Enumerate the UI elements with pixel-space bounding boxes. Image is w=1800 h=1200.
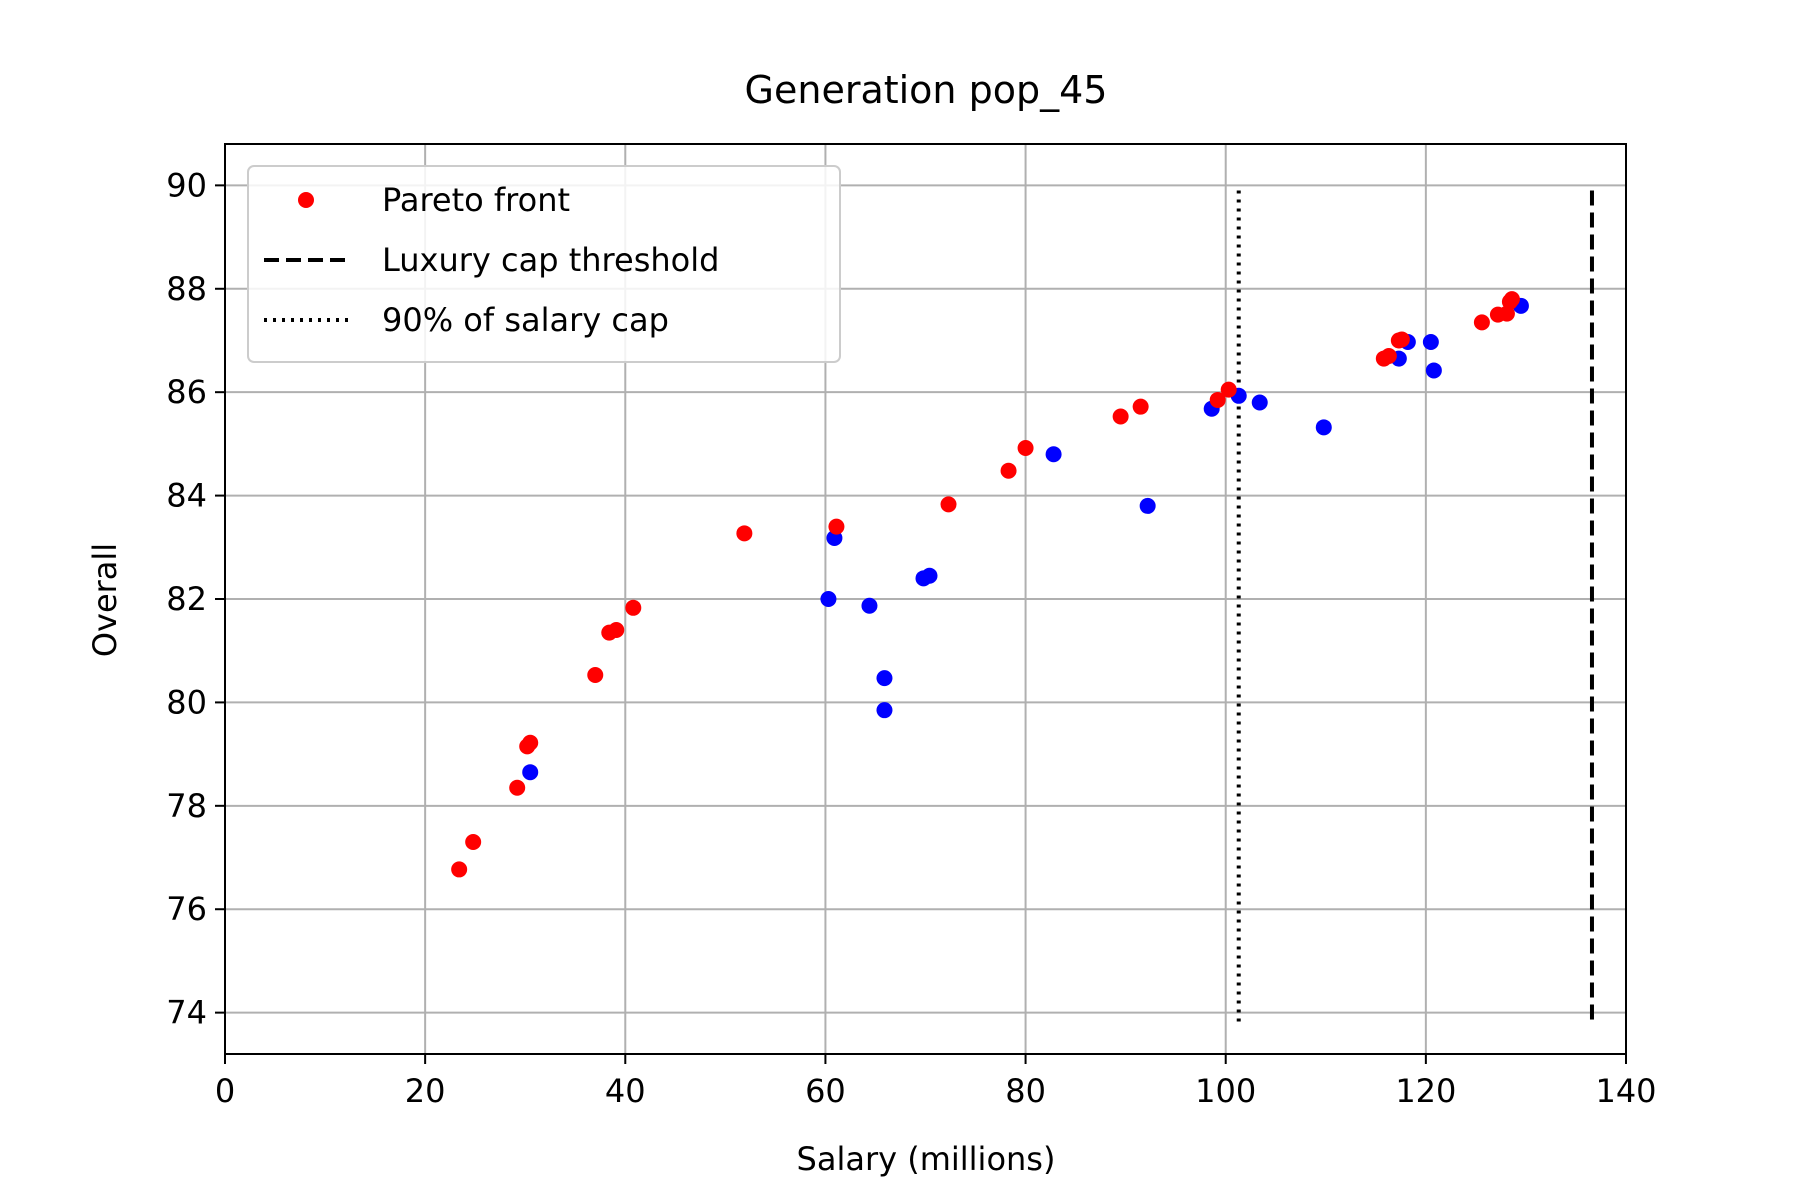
chart-title: Generation pop_45: [745, 68, 1108, 112]
pareto-point: [1473, 314, 1490, 331]
y-tick-label: 80: [166, 683, 207, 721]
pareto-point: [1000, 462, 1017, 479]
population-point: [820, 591, 837, 607]
legend-box: [247, 165, 841, 363]
legend-label: Luxury cap threshold: [382, 241, 719, 279]
population-point: [1315, 419, 1332, 436]
pareto-point: [828, 518, 845, 535]
population-point: [861, 597, 878, 614]
pareto-point: [1209, 391, 1226, 408]
pareto-point: [1503, 291, 1520, 308]
pareto-point: [1112, 408, 1129, 425]
pareto-point: [1380, 347, 1397, 364]
pareto-point: [522, 734, 539, 751]
reference-lines: [1236, 190, 1594, 1023]
population-point: [1139, 497, 1156, 514]
pareto-point: [1393, 331, 1410, 348]
pareto-point: [451, 861, 468, 878]
pareto-point: [940, 496, 957, 513]
x-tick-label: 20: [405, 1072, 446, 1110]
pareto-point: [1132, 398, 1149, 415]
x-tick-label: 140: [1595, 1072, 1656, 1110]
legend-label: 90% of salary cap: [382, 301, 669, 339]
population-point: [1045, 446, 1062, 463]
pareto-point: [1220, 381, 1237, 398]
x-tick-label: 100: [1195, 1072, 1256, 1110]
data-points: [451, 291, 1529, 878]
legend: Pareto front Luxury cap threshold 90% of s…: [247, 165, 841, 363]
y-tick-label: 82: [166, 580, 207, 618]
population-point: [921, 567, 938, 584]
population-point: [522, 764, 539, 781]
legend-label: Pareto front: [382, 181, 570, 219]
pareto-point: [1017, 440, 1034, 457]
x-axis-ticks: 0 20 40 60 80 100 120 140: [215, 1054, 1657, 1110]
x-tick-label: 60: [805, 1072, 846, 1110]
y-tick-label: 90: [166, 166, 207, 204]
y-axis-ticks: 74 76 78 80 82 84 86 88 90: [166, 166, 225, 1032]
x-tick-label: 0: [215, 1072, 235, 1110]
y-axis-label: Overall: [86, 543, 124, 657]
y-tick-label: 88: [166, 270, 207, 308]
population-point: [876, 702, 893, 719]
pareto-point: [608, 622, 625, 639]
legend-marker-pareto: [298, 192, 314, 208]
pareto-point: [465, 834, 482, 851]
x-tick-label: 120: [1395, 1072, 1456, 1110]
pareto-point: [625, 599, 642, 616]
population-point: [1425, 362, 1442, 379]
y-tick-label: 78: [166, 787, 207, 825]
population-point: [1422, 334, 1439, 351]
x-tick-label: 40: [605, 1072, 646, 1110]
y-tick-label: 86: [166, 373, 207, 411]
pareto-point: [509, 779, 526, 796]
x-axis-label: Salary (millions): [797, 1140, 1056, 1178]
population-point: [1251, 394, 1268, 411]
y-tick-label: 84: [166, 477, 207, 515]
pareto-point: [736, 525, 753, 542]
x-tick-label: 80: [1005, 1072, 1046, 1110]
y-tick-label: 74: [166, 994, 207, 1032]
y-tick-label: 76: [166, 890, 207, 928]
population-point: [876, 670, 893, 687]
pareto-point: [587, 667, 604, 684]
